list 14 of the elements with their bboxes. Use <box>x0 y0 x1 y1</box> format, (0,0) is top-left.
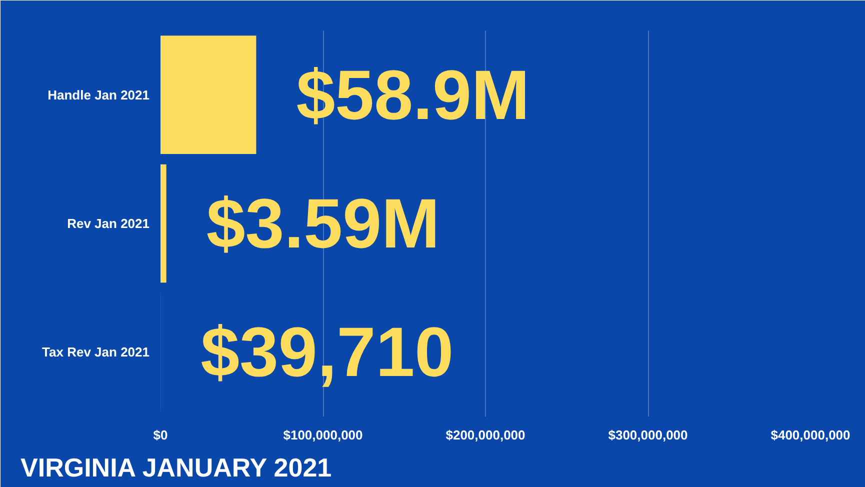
data-label: $58.9M <box>296 56 530 134</box>
bar <box>160 164 166 283</box>
data-label: $3.59M <box>206 184 440 262</box>
y-tick-label: Tax Rev Jan 2021 <box>42 344 150 360</box>
bar <box>160 36 256 154</box>
x-tick-label: $400,000,000 <box>770 428 850 442</box>
y-tick-label: Handle Jan 2021 <box>48 87 150 102</box>
x-tick-label: $300,000,000 <box>608 428 688 442</box>
data-label: $39,710 <box>200 313 454 392</box>
x-tick-label: $100,000,000 <box>283 428 363 442</box>
y-tick-label: Rev Jan 2021 <box>67 216 150 231</box>
text: VIRGINIA JANUARY 2021 <box>20 452 332 482</box>
x-tick-label: $0 <box>153 428 168 442</box>
x-tick-label: $200,000,000 <box>446 428 526 442</box>
